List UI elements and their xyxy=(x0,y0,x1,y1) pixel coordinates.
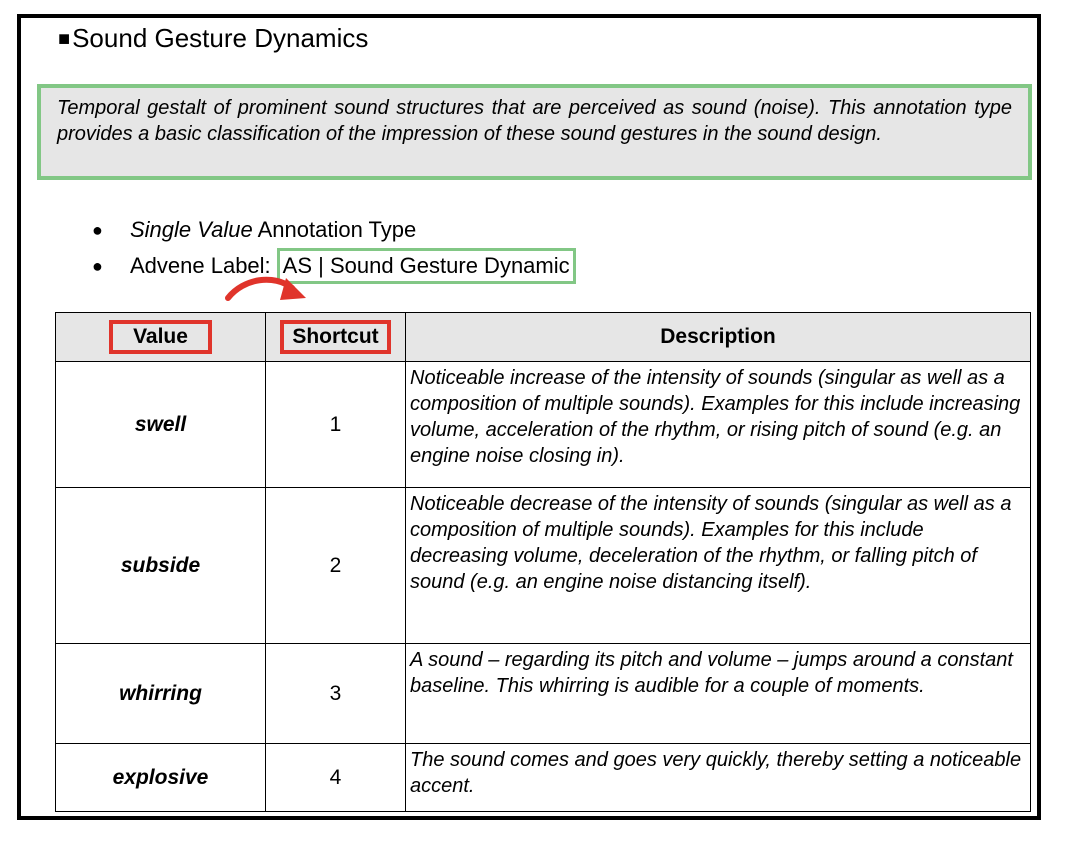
advene-label-prefix: Advene Label: xyxy=(130,253,271,278)
row-description: Noticeable increase of the intensity of … xyxy=(405,361,1031,488)
row-shortcut: 2 xyxy=(265,487,406,644)
bullet-dot-icon: ● xyxy=(92,220,103,240)
header-value: Value xyxy=(109,320,212,354)
curved-arrow-icon xyxy=(225,276,306,301)
table-row: swell 1 Noticeable increase of the inten… xyxy=(55,361,1031,488)
header-value-cell: Value xyxy=(55,312,266,362)
bullet-list: ● Single Value Annotation Type ● Advene … xyxy=(92,212,576,284)
section-heading: ■Sound Gesture Dynamics xyxy=(58,22,368,57)
table-header-row: Value Shortcut Description xyxy=(55,312,1031,362)
row-value: swell xyxy=(55,361,266,488)
table-row: subside 2 Noticeable decrease of the int… xyxy=(55,487,1031,644)
header-shortcut: Shortcut xyxy=(280,320,391,354)
advene-label-value: AS | Sound Gesture Dynamic xyxy=(276,248,576,284)
annotation-type-text: Annotation Type xyxy=(252,217,417,242)
table-row: explosive 4 The sound comes and goes ver… xyxy=(55,743,1031,812)
row-description: Noticeable decrease of the intensity of … xyxy=(405,487,1031,644)
bullet-item-advene-label: ● Advene Label: AS | Sound Gesture Dynam… xyxy=(92,248,576,284)
header-shortcut-cell: Shortcut xyxy=(265,312,406,362)
square-bullet-icon: ■ xyxy=(58,28,71,50)
bullet-item-annotation-type: ● Single Value Annotation Type xyxy=(92,212,576,248)
table-row: whirring 3 A sound – regarding its pitch… xyxy=(55,643,1031,744)
row-value: explosive xyxy=(55,743,266,812)
row-shortcut: 3 xyxy=(265,643,406,744)
description-box: Temporal gestalt of prominent sound stru… xyxy=(37,84,1032,180)
row-description: A sound – regarding its pitch and volume… xyxy=(405,643,1031,744)
row-shortcut: 4 xyxy=(265,743,406,812)
bullet-dot-icon: ● xyxy=(92,256,103,276)
row-description: The sound comes and goes very quickly, t… xyxy=(405,743,1031,812)
row-shortcut: 1 xyxy=(265,361,406,488)
row-value: subside xyxy=(55,487,266,644)
header-description: Description xyxy=(405,312,1031,362)
section-title: Sound Gesture Dynamics xyxy=(72,23,369,53)
annotation-type-italic: Single Value xyxy=(130,217,253,242)
row-value: whirring xyxy=(55,643,266,744)
values-table: Value Shortcut Description swell 1 Notic… xyxy=(55,312,1031,812)
